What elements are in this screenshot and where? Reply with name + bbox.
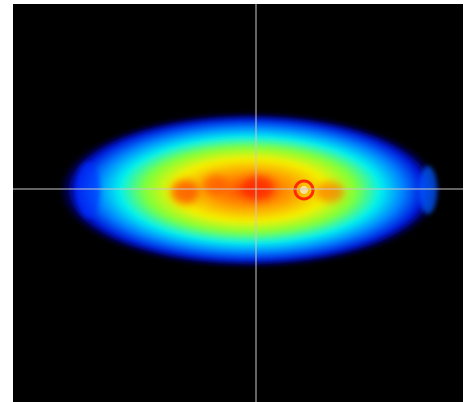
- beam-fringe: [76, 162, 100, 218]
- beam: [58, 112, 442, 268]
- hot-spot: [171, 180, 199, 204]
- beam-profile-view: [0, 0, 465, 402]
- ring-center: [300, 186, 308, 194]
- hot-spot: [242, 176, 274, 200]
- beam-fringe: [419, 166, 437, 214]
- hot-spot: [203, 175, 227, 195]
- page: [0, 0, 465, 402]
- hot-spot: [316, 182, 344, 202]
